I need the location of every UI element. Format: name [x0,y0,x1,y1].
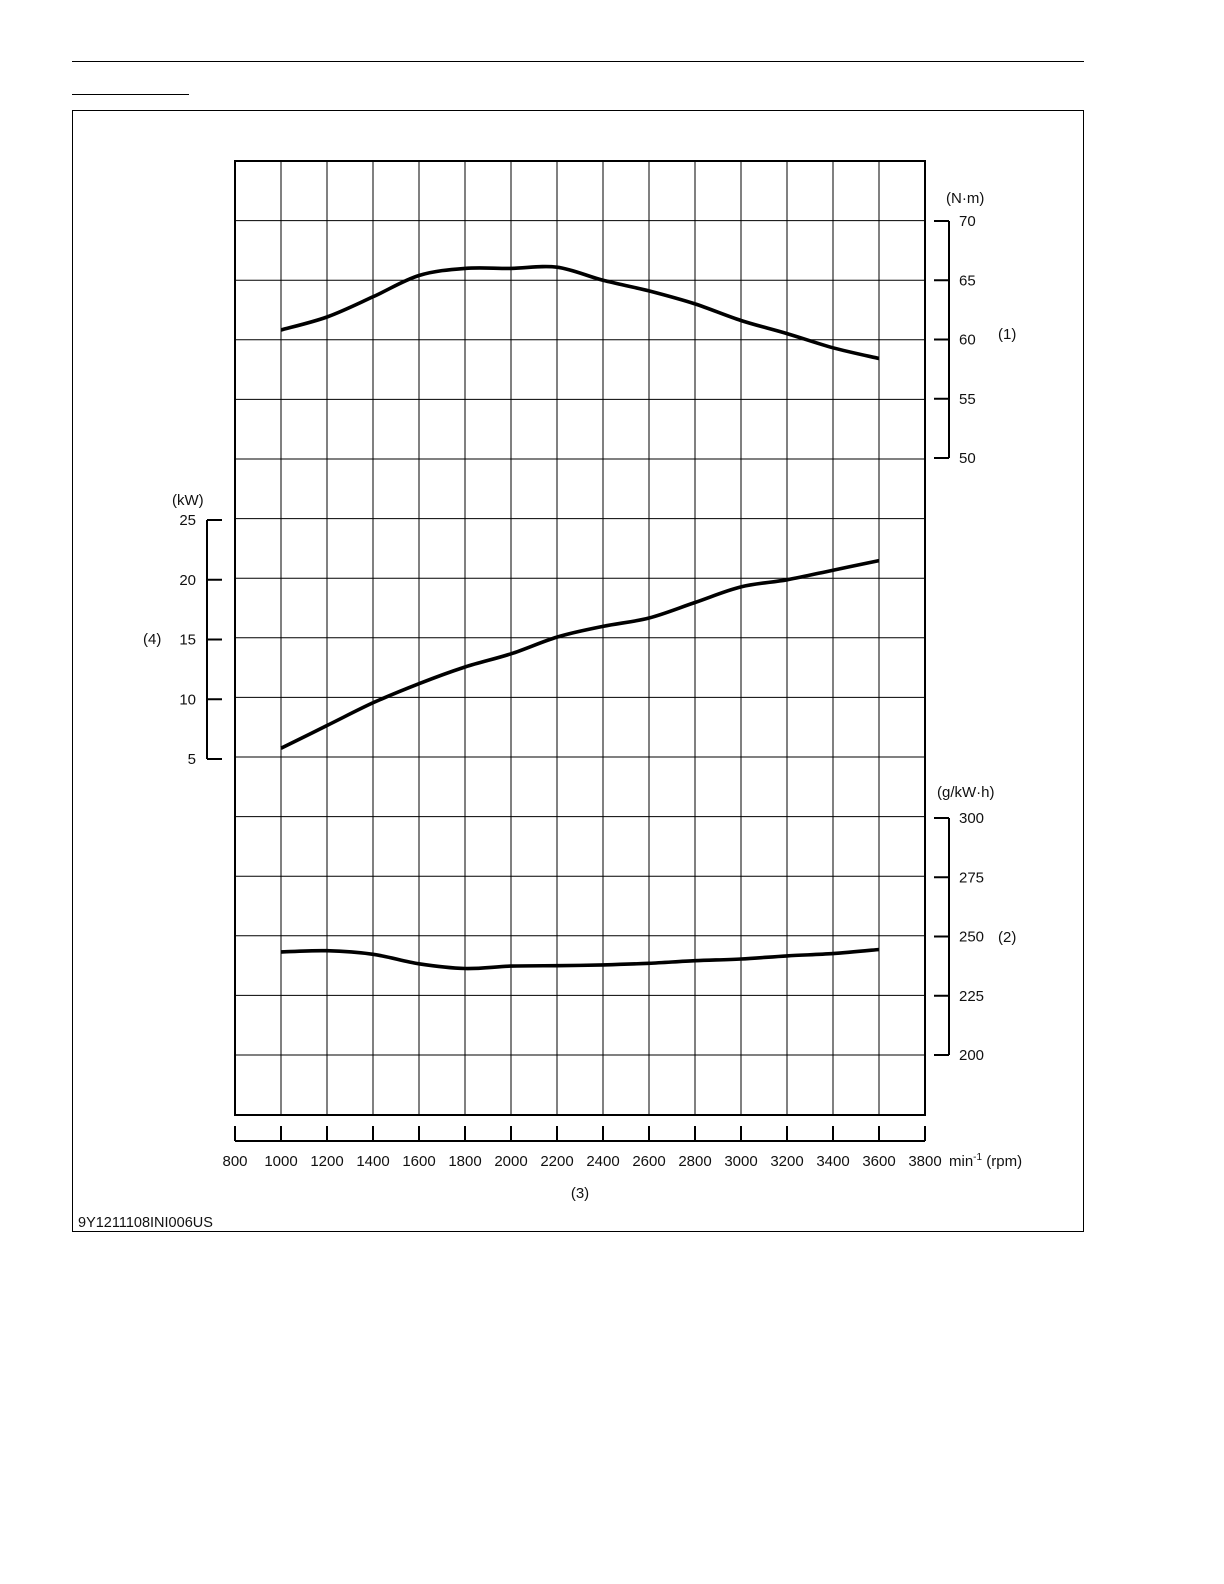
fuel-axis-marker: (2) [998,929,1016,946]
x-tick-label: 2200 [540,1153,573,1170]
torque-axis-marker: (1) [998,326,1016,343]
torque-tick-label: 55 [959,391,976,408]
chart-grid [234,160,926,1116]
x-tick-label: 1200 [310,1153,343,1170]
power-tick-label: 20 [179,572,196,589]
x-tick-label: 800 [222,1153,247,1170]
figure-frame [72,110,1084,1232]
chart-labels: 800 1000 1200 1400 1600 1800 2000 2200 2400 2600 2… [143,190,1022,1202]
torque-tick-label: 60 [959,332,976,349]
x-tick-label: 1600 [402,1153,435,1170]
power-axis-marker: (4) [143,631,161,648]
torque-curve [280,264,880,361]
x-tick-label: 3600 [862,1153,895,1170]
torque-axis-unit: (N·m) [946,190,984,207]
x-tick-label: 2000 [494,1153,527,1170]
torque-tick-label: 65 [959,272,976,289]
power-tick-label: 15 [179,632,196,649]
x-tick-label: 3400 [816,1153,849,1170]
x-tick-label: 1400 [356,1153,389,1170]
x-axis-marker: (3) [571,1185,589,1202]
x-tick-label: 3000 [724,1153,757,1170]
fuel-curve [280,947,880,971]
figure-id: 9Y1211108INI006US [78,1215,213,1231]
x-tick-label: 1800 [448,1153,481,1170]
fuel-axis-unit: (g/kW·h) [937,784,995,801]
x-tick-label: 3800 [908,1153,941,1170]
fuel-tick-label: 225 [959,988,984,1005]
power-tick-label: 10 [179,691,196,708]
fuel-tick-label: 275 [959,869,984,886]
x-tick-label: 2400 [586,1153,619,1170]
x-tick-label: 3200 [770,1153,803,1170]
torque-tick-label: 50 [959,450,976,467]
x-tick-label: 1000 [264,1153,297,1170]
header-rule [72,61,1084,62]
power-tick-label: 5 [188,751,196,768]
x-axis-unit: min-1 (rpm) [949,1152,1022,1170]
power-tick-label: 25 [179,512,196,529]
fuel-tick-label: 250 [959,929,984,946]
torque-tick-label: 70 [959,213,976,230]
section-heading-rule [72,94,189,95]
x-tick-label: 2600 [632,1153,665,1170]
fuel-tick-label: 300 [959,810,984,827]
plot-frame [234,160,926,1116]
power-curve [280,558,880,750]
x-tick-label: 2800 [678,1153,711,1170]
power-axis-unit: (kW) [172,492,204,509]
chart-axes [206,220,950,1142]
chart-series [280,264,880,971]
fuel-tick-label: 200 [959,1047,984,1064]
